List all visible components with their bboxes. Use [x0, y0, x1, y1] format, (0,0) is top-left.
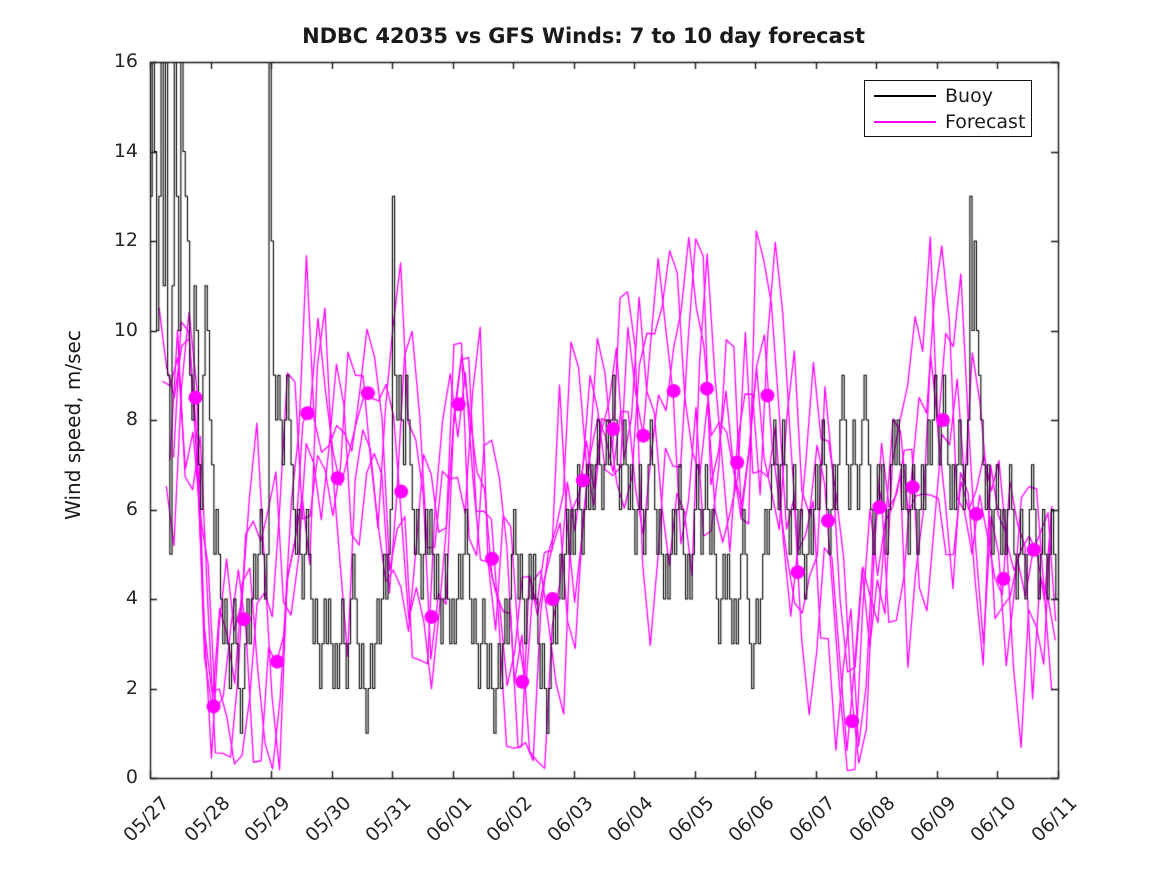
- legend-swatch-buoy: [874, 95, 936, 97]
- legend-item-buoy: Buoy: [865, 83, 1031, 109]
- legend-label-forecast: Forecast: [945, 111, 1026, 133]
- legend-label-buoy: Buoy: [945, 85, 993, 107]
- legend-item-forecast: Forecast: [865, 109, 1031, 135]
- chart-legend: Buoy Forecast: [864, 80, 1032, 137]
- legend-swatch-forecast: [874, 121, 936, 123]
